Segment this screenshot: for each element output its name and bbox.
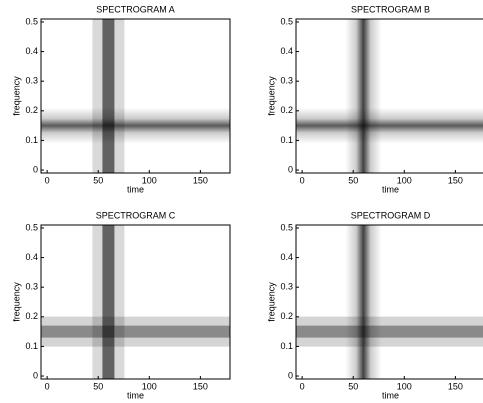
frequency-band-outer bbox=[296, 316, 483, 347]
y-tick-label: 0.5 bbox=[25, 222, 38, 232]
y-tick-label: 0.5 bbox=[25, 16, 38, 26]
x-tick-label: 100 bbox=[142, 381, 157, 391]
plot-frame bbox=[40, 18, 231, 174]
x-tick-label: 150 bbox=[193, 175, 208, 185]
x-tick-label: 150 bbox=[193, 381, 208, 391]
y-tick-label: 0.1 bbox=[280, 135, 293, 145]
y-tick-label: 0.1 bbox=[25, 135, 38, 145]
y-tick-label: 0 bbox=[33, 370, 38, 380]
time-band bbox=[345, 19, 382, 173]
x-tick-label: 0 bbox=[300, 381, 305, 391]
background bbox=[296, 19, 483, 173]
x-tick-label: 0 bbox=[45, 175, 50, 185]
plot-frame bbox=[40, 224, 231, 380]
frequency-band-inner bbox=[296, 325, 483, 338]
image bbox=[41, 19, 230, 173]
frequency-band-inner bbox=[41, 325, 230, 338]
chart-title: SPECTROGRAM C bbox=[96, 210, 176, 220]
x-tick-label: 100 bbox=[142, 175, 157, 185]
frequency-band bbox=[296, 107, 483, 144]
y-axis-label: frequency bbox=[11, 282, 21, 322]
x-tick-label: 50 bbox=[348, 175, 358, 185]
y-tick-label: 0.2 bbox=[280, 311, 293, 321]
x-tick-label: 0 bbox=[300, 175, 305, 185]
y-axis-label: frequency bbox=[266, 76, 276, 116]
y-tick-label: 0.2 bbox=[280, 105, 293, 115]
y-tick-label: 0.4 bbox=[280, 252, 293, 262]
chart-title: SPECTROGRAM A bbox=[96, 4, 175, 14]
x-tick-label: 0 bbox=[45, 381, 50, 391]
y-axis-label: frequency bbox=[266, 282, 276, 322]
x-tick-label: 100 bbox=[397, 175, 412, 185]
plot-frame bbox=[295, 18, 483, 174]
panel: 0 50 100 150 0 0.1 0.2 0.3 0.4 0.5 SPECTROGRAM A ti… bbox=[11, 4, 231, 194]
time-band-inner bbox=[102, 225, 115, 379]
y-tick-label: 0.2 bbox=[25, 105, 38, 115]
y-tick-label: 0.3 bbox=[25, 76, 38, 86]
x-tick-label: 50 bbox=[93, 381, 103, 391]
x-tick-label: 50 bbox=[93, 175, 103, 185]
panel: 0 50 100 150 0 0.1 0.2 0.3 0.4 0.5 SPECTROGRAM B ti… bbox=[266, 4, 483, 194]
x-tick-label: 50 bbox=[348, 381, 358, 391]
background bbox=[41, 19, 230, 173]
x-axis-label: time bbox=[127, 390, 144, 400]
frequency-band bbox=[41, 107, 230, 144]
time-band-inner bbox=[102, 19, 115, 173]
y-tick-label: 0 bbox=[33, 164, 38, 174]
y-tick-label: 0.4 bbox=[280, 46, 293, 56]
y-tick-label: 0 bbox=[288, 370, 293, 380]
x-axis-label: time bbox=[127, 184, 144, 194]
y-tick-label: 0.5 bbox=[280, 16, 293, 26]
y-tick-label: 0.3 bbox=[280, 76, 293, 86]
y-tick-label: 0.3 bbox=[25, 282, 38, 292]
y-tick-label: 0.3 bbox=[280, 282, 293, 292]
x-axis-label: time bbox=[382, 390, 399, 400]
image bbox=[296, 19, 483, 173]
frequency-band-outer bbox=[41, 316, 230, 347]
x-axis-label: time bbox=[382, 184, 399, 194]
y-tick-label: 0.1 bbox=[25, 341, 38, 351]
chart-title: SPECTROGRAM B bbox=[351, 4, 430, 14]
panel: 0 50 100 150 0 0.1 0.2 0.3 0.4 0.5 SPECTROGRAM C ti… bbox=[11, 210, 231, 400]
y-tick-label: 0.2 bbox=[25, 311, 38, 321]
panel: 0 50 100 150 0 0.1 0.2 0.3 0.4 0.5 SPECTROGRAM D ti… bbox=[266, 210, 483, 400]
background bbox=[296, 225, 483, 379]
background bbox=[41, 225, 230, 379]
y-tick-label: 0 bbox=[288, 164, 293, 174]
y-tick-label: 0.1 bbox=[280, 341, 293, 351]
image bbox=[296, 225, 483, 379]
x-tick-label: 150 bbox=[448, 175, 463, 185]
time-band bbox=[345, 225, 382, 379]
y-tick-label: 0.5 bbox=[280, 222, 293, 232]
x-tick-label: 150 bbox=[448, 381, 463, 391]
chart-title: SPECTROGRAM D bbox=[351, 210, 431, 220]
plot-frame bbox=[295, 224, 483, 380]
y-axis-label: frequency bbox=[11, 76, 21, 116]
image bbox=[41, 225, 230, 379]
x-tick-label: 100 bbox=[397, 381, 412, 391]
y-tick-label: 0.4 bbox=[25, 252, 38, 262]
y-tick-label: 0.4 bbox=[25, 46, 38, 56]
